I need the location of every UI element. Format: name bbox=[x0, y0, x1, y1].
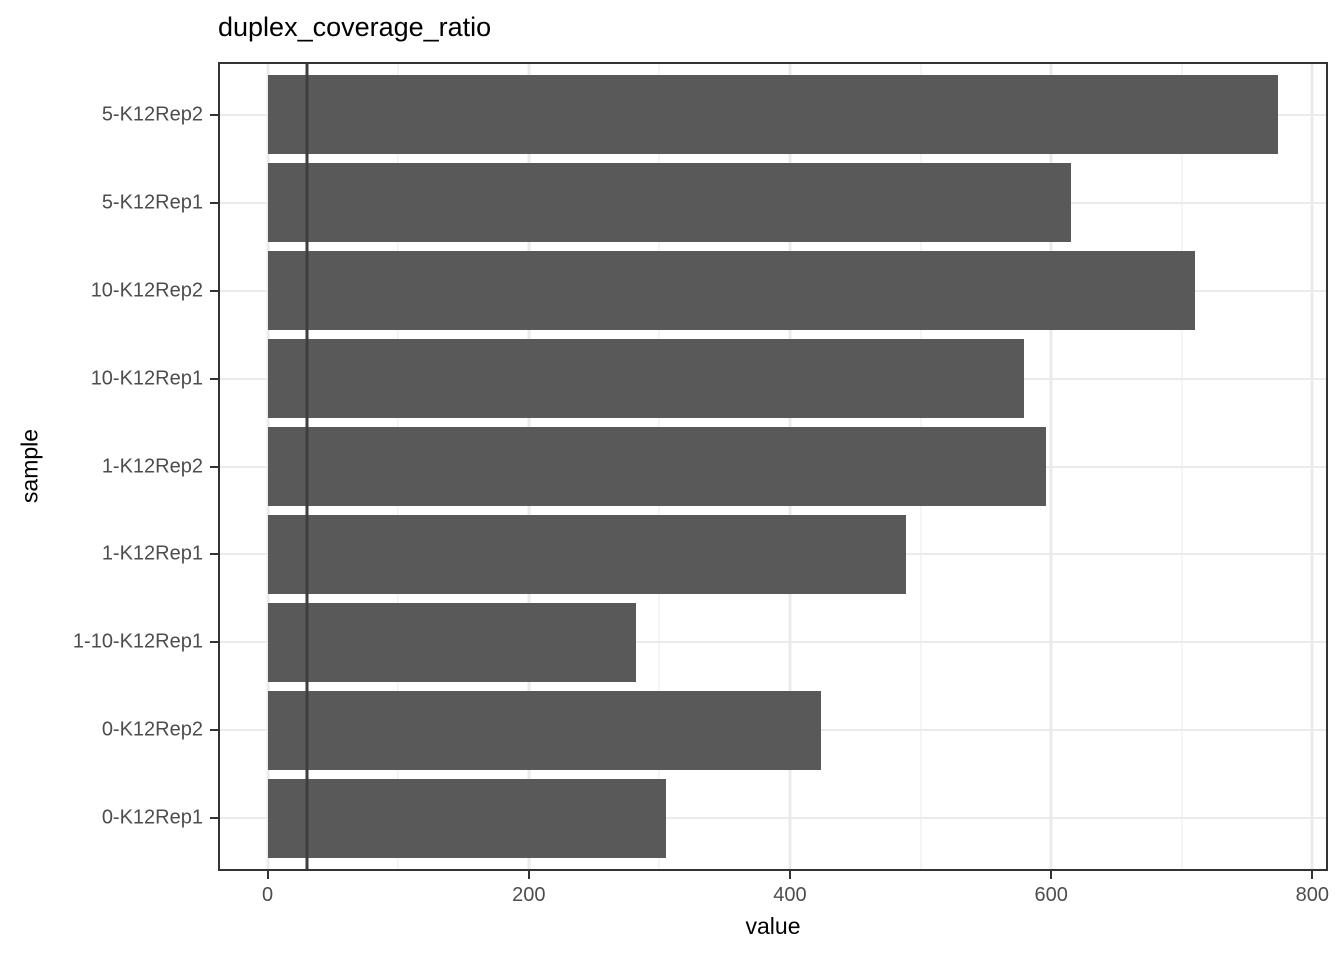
x-tick-mark bbox=[1050, 871, 1053, 879]
y-tick-label: 10-K12Rep2 bbox=[90, 279, 203, 302]
y-tick-label: 10-K12Rep1 bbox=[90, 367, 203, 390]
y-tick-mark bbox=[210, 289, 218, 292]
x-tick-label: 0 bbox=[262, 884, 274, 906]
y-tick-label: 5-K12Rep2 bbox=[101, 103, 203, 126]
y-tick-mark bbox=[210, 641, 218, 644]
bar bbox=[267, 163, 1071, 243]
bar bbox=[267, 251, 1195, 331]
bar bbox=[267, 514, 907, 594]
y-axis-labels: 5-K12Rep2 5-K12Rep1 10-K12Rep2 10-K12Rep1 1-… bbox=[0, 62, 203, 871]
y-tick-mark bbox=[210, 465, 218, 468]
x-tick-label: 400 bbox=[773, 884, 807, 906]
y-tick-mark bbox=[210, 817, 218, 820]
x-tick-label: 800 bbox=[1295, 884, 1330, 906]
chart-title: duplex_coverage_ratio bbox=[218, 12, 492, 42]
x-tick-label: 600 bbox=[1034, 884, 1068, 906]
x-tick-mark bbox=[527, 871, 530, 879]
bar bbox=[267, 75, 1279, 155]
bar bbox=[267, 338, 1024, 419]
y-tick-label: 1-10-K12Rep1 bbox=[72, 630, 203, 653]
y-tick-mark bbox=[210, 201, 218, 204]
y-tick-label: 5-K12Rep1 bbox=[101, 191, 203, 214]
x-tick-mark bbox=[1311, 871, 1314, 879]
x-tick-mark bbox=[788, 871, 791, 879]
y-tick-label: 1-K12Rep2 bbox=[101, 455, 203, 477]
bar bbox=[267, 690, 822, 770]
bar bbox=[267, 778, 666, 858]
y-tick-mark bbox=[210, 729, 218, 732]
bar bbox=[267, 426, 1046, 507]
plot-panel bbox=[218, 62, 1328, 871]
bar bbox=[267, 602, 636, 682]
gridline-y-major bbox=[218, 817, 1328, 820]
x-axis-title: value bbox=[745, 913, 801, 939]
y-tick-label: 0-K12Rep1 bbox=[101, 806, 203, 829]
y-tick-mark bbox=[210, 113, 218, 116]
y-tick-mark bbox=[210, 553, 218, 556]
y-tick-mark bbox=[210, 377, 218, 380]
y-axis-title: sample bbox=[16, 428, 43, 504]
x-tick-label: 200 bbox=[512, 884, 546, 906]
gridline-y-major bbox=[218, 641, 1328, 644]
reference-line bbox=[305, 62, 309, 871]
x-tick-mark bbox=[266, 871, 269, 879]
y-tick-label: 1-K12Rep1 bbox=[101, 542, 203, 565]
y-tick-label: 0-K12Rep2 bbox=[101, 718, 203, 741]
